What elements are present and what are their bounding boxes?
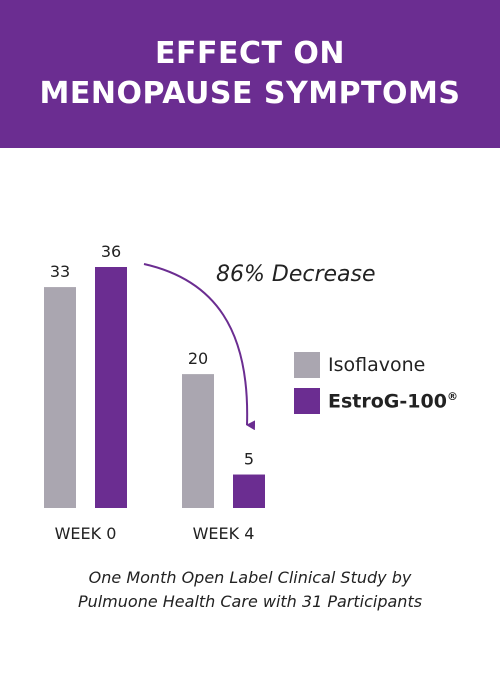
study-caption: One Month Open Label Clinical Study by P…	[0, 566, 500, 614]
legend-label-estrog: EstroG-100®	[328, 389, 458, 413]
registered-mark: ®	[446, 389, 458, 403]
title-line-2: MENOPAUSE SYMPTOMS	[39, 76, 461, 111]
data-label-isoflavone-week-0: 33	[50, 262, 70, 281]
chart-legend: Isoflavone EstroG-100®	[294, 350, 458, 422]
x-tick-label-week-0: WEEK 0	[55, 524, 117, 543]
caption-line-1: One Month Open Label Clinical Study by	[88, 568, 412, 587]
bar-estrog-100-week-4	[233, 474, 265, 508]
title-banner: EFFECT ON MENOPAUSE SYMPTOMS	[0, 0, 500, 148]
data-label-estrog-100-week-4: 5	[244, 450, 254, 469]
legend-label-isoflavone: Isoflavone	[328, 354, 426, 376]
legend-swatch-estrog	[294, 388, 320, 414]
data-label-estrog-100-week-0: 36	[101, 242, 121, 261]
title-line-1: EFFECT ON	[154, 36, 345, 71]
legend-item-estrog: EstroG-100®	[294, 386, 458, 416]
legend-item-isoflavone: Isoflavone	[294, 350, 458, 380]
bar-isoflavone-week-4	[182, 374, 214, 508]
legend-swatch-isoflavone	[294, 352, 320, 378]
decrease-arrow	[143, 263, 256, 431]
bar-chart: 33 36 WEEK 0 20 5 WEEK 4	[44, 242, 265, 543]
bar-isoflavone-week-0	[44, 287, 76, 508]
data-label-isoflavone-week-4: 20	[188, 349, 208, 368]
decrease-annotation: 86% Decrease	[216, 262, 376, 287]
x-tick-label-week-4: WEEK 4	[193, 524, 255, 543]
caption-line-2: Pulmuone Health Care with 31 Participant…	[77, 592, 423, 611]
bar-estrog-100-week-0	[95, 267, 127, 508]
